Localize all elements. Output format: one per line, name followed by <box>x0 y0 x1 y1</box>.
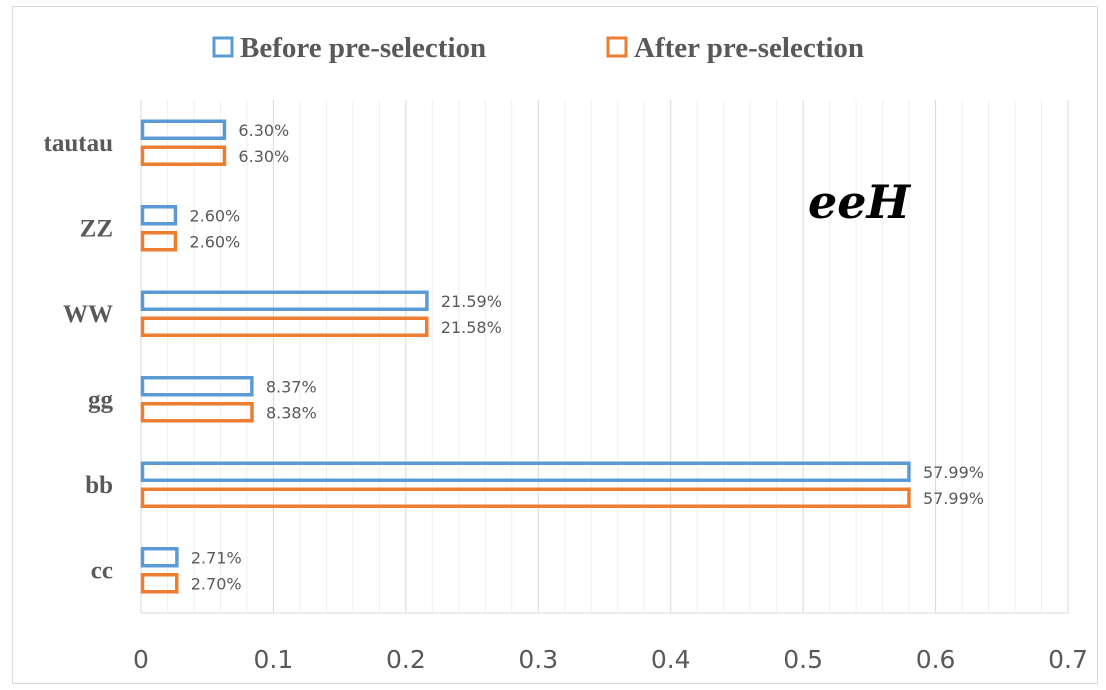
chart-annotation: eeH <box>808 175 912 229</box>
category-label: cc <box>91 557 113 584</box>
axes <box>140 100 1068 614</box>
data-label: 6.30% <box>238 121 289 140</box>
legend: Before pre-selection After pre-selection <box>212 32 864 64</box>
bar-before <box>140 547 179 568</box>
data-label: 57.99% <box>923 463 984 482</box>
data-label: 2.60% <box>189 206 240 225</box>
category-label: ZZ <box>80 215 113 242</box>
gridlines <box>166 100 1069 613</box>
bar-after <box>140 316 429 337</box>
x-tick-label: 0.3 <box>518 645 558 674</box>
bar-before <box>140 119 227 140</box>
bar-after <box>140 487 911 508</box>
bar-after <box>140 145 227 166</box>
legend-swatch-before <box>212 36 234 58</box>
bar-after <box>140 573 179 594</box>
data-label: 2.70% <box>191 574 242 593</box>
bar-after <box>140 402 254 423</box>
x-tick-label: 0 <box>133 645 149 674</box>
category-labels: tautau ZZ WW gg bb cc <box>44 130 114 585</box>
chart-frame <box>12 6 1098 684</box>
category-label: bb <box>85 472 113 499</box>
data-label: 8.38% <box>266 403 317 422</box>
bars <box>140 119 911 594</box>
data-label: 57.99% <box>923 489 984 508</box>
bar-before <box>140 290 429 311</box>
x-tick-labels: 0 0.1 0.2 0.3 0.4 0.5 0.6 0.7 <box>133 645 1088 674</box>
x-tick-label: 0.6 <box>916 645 956 674</box>
data-label: 21.59% <box>441 292 502 311</box>
category-label: gg <box>88 386 114 413</box>
data-labels: 6.30% 6.30% 2.60% 2.60% 21.59% 21.58% 8.37% 8.3… <box>189 121 984 594</box>
data-label: 2.60% <box>189 232 240 251</box>
legend-swatch-after <box>606 36 628 58</box>
data-label: 21.58% <box>441 318 502 337</box>
x-tick-label: 0.2 <box>386 645 426 674</box>
x-tick-label: 0.7 <box>1048 645 1088 674</box>
legend-label-before: Before pre-selection <box>240 32 486 64</box>
legend-label-after: After pre-selection <box>634 32 864 64</box>
data-label: 2.71% <box>191 548 242 567</box>
x-tick-label: 0.4 <box>651 645 691 674</box>
category-label: tautau <box>44 130 114 157</box>
data-label: 6.30% <box>238 147 289 166</box>
x-tick-label: 0.5 <box>783 645 823 674</box>
x-tick-label: 0.1 <box>254 645 294 674</box>
bar-before <box>140 461 911 482</box>
data-label: 8.37% <box>266 377 317 396</box>
bar-after <box>140 231 178 252</box>
category-label: WW <box>63 301 113 328</box>
bar-before <box>140 376 254 397</box>
bar-before <box>140 205 178 226</box>
